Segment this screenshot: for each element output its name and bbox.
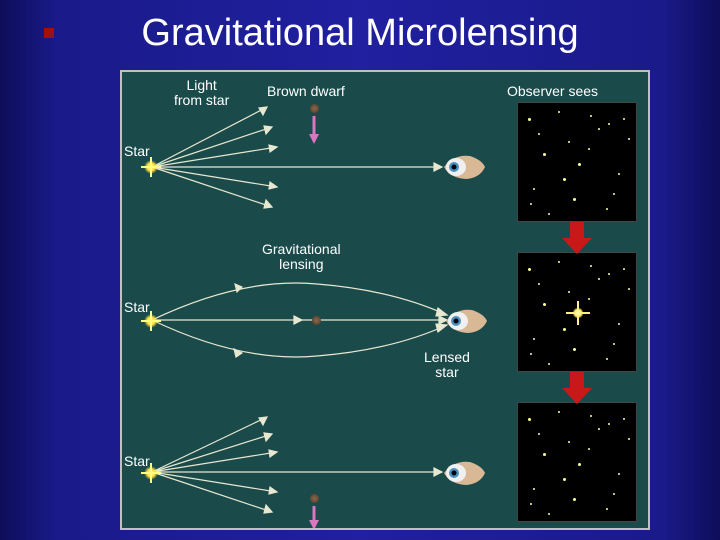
microlensing-diagram: Light from star Brown dwarf Observer see… (120, 70, 650, 530)
starfield-bottom (517, 402, 637, 522)
brown-dwarf-3 (310, 494, 319, 503)
red-arrow-2 (560, 370, 594, 406)
label-observer-sees: Observer sees (507, 84, 598, 99)
slide-title: Gravitational Microlensing (0, 0, 720, 63)
slide-bullet (44, 28, 54, 38)
source-star-3 (144, 466, 158, 480)
red-arrow-1 (560, 220, 594, 256)
starfield-middle (517, 252, 637, 372)
brown-dwarf-2 (312, 316, 321, 325)
source-star-1 (144, 160, 158, 174)
source-star-2 (144, 314, 158, 328)
starfield-top (517, 102, 637, 222)
observer-eye-3 (442, 458, 487, 488)
pink-arrow-2 (307, 504, 321, 530)
rays-middle-lensed (122, 222, 502, 382)
brown-dwarf-1 (310, 104, 319, 113)
observer-eye-1 (442, 152, 487, 182)
pink-arrow-1 (307, 114, 321, 146)
rays-top (122, 72, 502, 222)
observer-eye-2 (444, 306, 489, 336)
